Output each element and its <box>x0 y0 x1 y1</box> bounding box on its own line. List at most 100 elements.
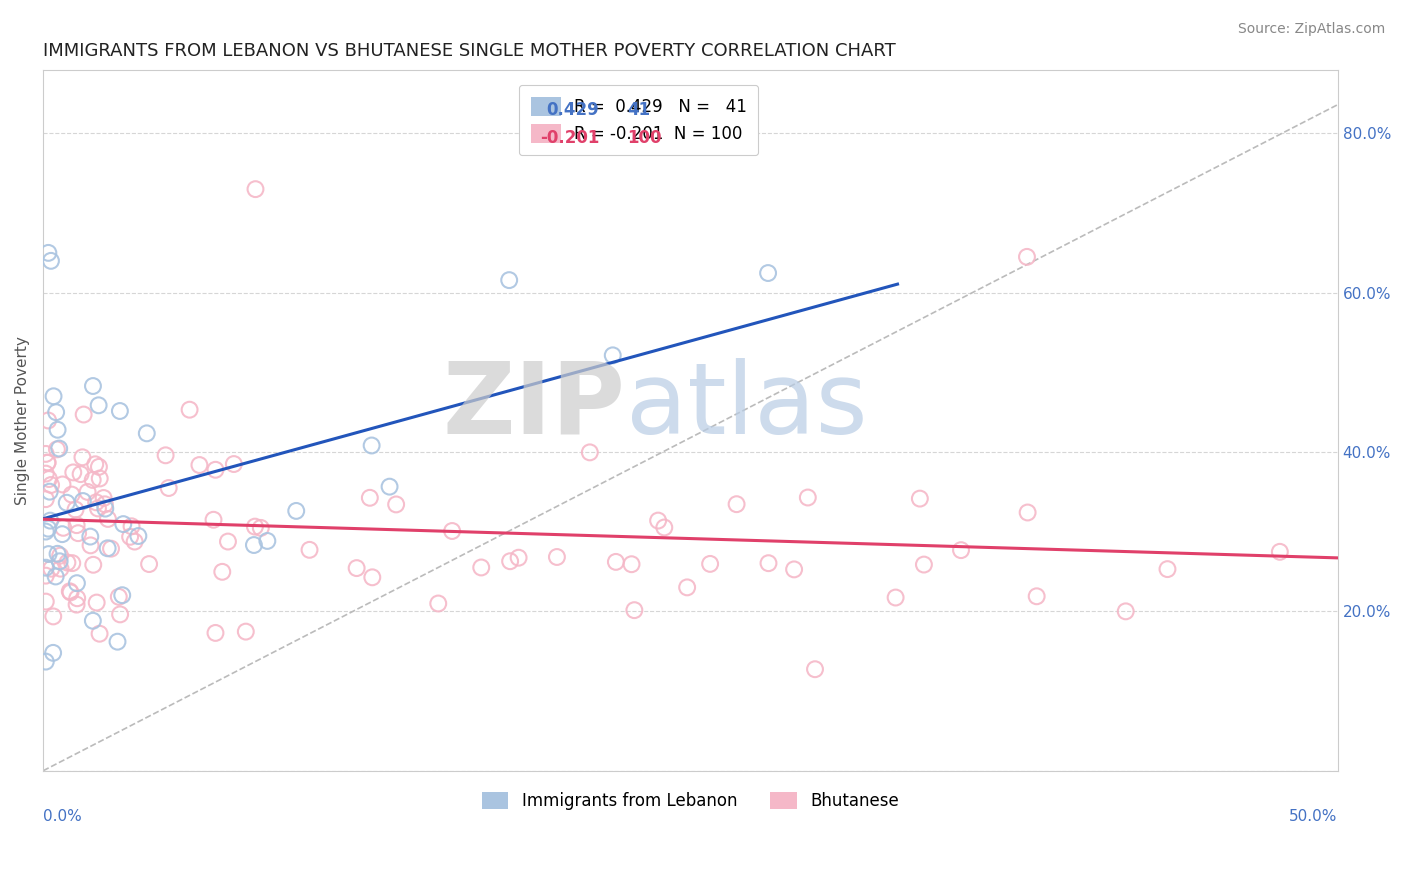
Text: 100: 100 <box>627 129 661 147</box>
Point <box>89 471 111 485</box>
Point <box>188 458 211 472</box>
Point <box>1156 562 1178 576</box>
Point <box>35 594 58 608</box>
Point <box>202 513 225 527</box>
Point <box>86 596 108 610</box>
Point <box>37 245 59 260</box>
Point <box>35 568 58 582</box>
Point <box>39 478 62 492</box>
Point <box>427 597 450 611</box>
Point <box>79 530 101 544</box>
Text: atlas: atlas <box>626 358 868 455</box>
Point <box>579 445 602 459</box>
Point <box>39 514 62 528</box>
Point <box>470 560 492 574</box>
Point <box>155 448 177 462</box>
Point <box>245 182 267 196</box>
Point <box>950 543 973 558</box>
Point <box>84 495 107 509</box>
Point <box>605 555 627 569</box>
Point <box>51 477 73 491</box>
Text: ZIP: ZIP <box>443 358 626 455</box>
Point <box>35 467 58 481</box>
Point <box>298 542 321 557</box>
Point <box>42 609 65 624</box>
Point <box>38 472 60 486</box>
Point <box>35 447 58 461</box>
Point <box>217 534 239 549</box>
Point <box>647 514 669 528</box>
Point <box>243 519 266 533</box>
Point <box>360 438 382 452</box>
Point <box>52 521 75 535</box>
Point <box>108 404 131 418</box>
Point <box>37 455 59 469</box>
Text: Source: ZipAtlas.com: Source: ZipAtlas.com <box>1237 22 1385 37</box>
Point <box>204 626 226 640</box>
Point <box>359 491 381 505</box>
Point <box>59 584 82 599</box>
Point <box>1115 604 1137 618</box>
Point <box>94 497 117 511</box>
Point <box>79 538 101 552</box>
Point <box>243 538 266 552</box>
Point <box>48 554 70 568</box>
Point <box>361 570 384 584</box>
Point <box>623 603 645 617</box>
Point <box>65 598 87 612</box>
Point <box>97 512 120 526</box>
Point <box>135 426 157 441</box>
Point <box>73 408 96 422</box>
Point <box>1015 250 1038 264</box>
Point <box>67 526 90 541</box>
Point <box>204 463 226 477</box>
Point <box>38 484 60 499</box>
Point <box>378 480 401 494</box>
Point <box>107 590 129 604</box>
Y-axis label: Single Mother Poverty: Single Mother Poverty <box>15 335 30 505</box>
Point <box>72 450 94 465</box>
Point <box>250 521 273 535</box>
Point <box>256 533 278 548</box>
Text: 50.0%: 50.0% <box>1289 809 1337 824</box>
Point <box>49 549 72 563</box>
Point <box>108 607 131 622</box>
Point <box>49 562 72 576</box>
Point <box>46 423 69 437</box>
Point <box>65 502 87 516</box>
Point <box>82 379 104 393</box>
Point <box>62 466 84 480</box>
Point <box>797 491 820 505</box>
Point <box>60 556 83 570</box>
Point <box>804 662 827 676</box>
Point <box>48 442 70 456</box>
Point <box>87 459 110 474</box>
Point <box>756 266 779 280</box>
Text: 0.0%: 0.0% <box>44 809 82 824</box>
Point <box>66 576 89 591</box>
Point <box>157 481 180 495</box>
Point <box>783 562 806 576</box>
Point <box>385 497 408 511</box>
Point <box>652 520 675 534</box>
Point <box>35 655 58 669</box>
Point <box>620 558 643 572</box>
Point <box>127 529 149 543</box>
Point <box>602 348 624 362</box>
Point <box>111 588 134 602</box>
Point <box>87 501 110 516</box>
Text: 41: 41 <box>627 101 650 120</box>
Point <box>546 549 568 564</box>
Point <box>76 485 98 500</box>
Legend: Immigrants from Lebanon, Bhutanese: Immigrants from Lebanon, Bhutanese <box>474 783 907 819</box>
Point <box>82 473 104 487</box>
Point <box>82 558 104 572</box>
Point <box>1268 545 1291 559</box>
Text: -0.201: -0.201 <box>540 129 599 147</box>
Point <box>39 253 62 268</box>
Point <box>498 273 520 287</box>
Point <box>55 496 77 510</box>
Point <box>46 547 69 561</box>
Point <box>45 405 67 419</box>
Point <box>346 561 368 575</box>
